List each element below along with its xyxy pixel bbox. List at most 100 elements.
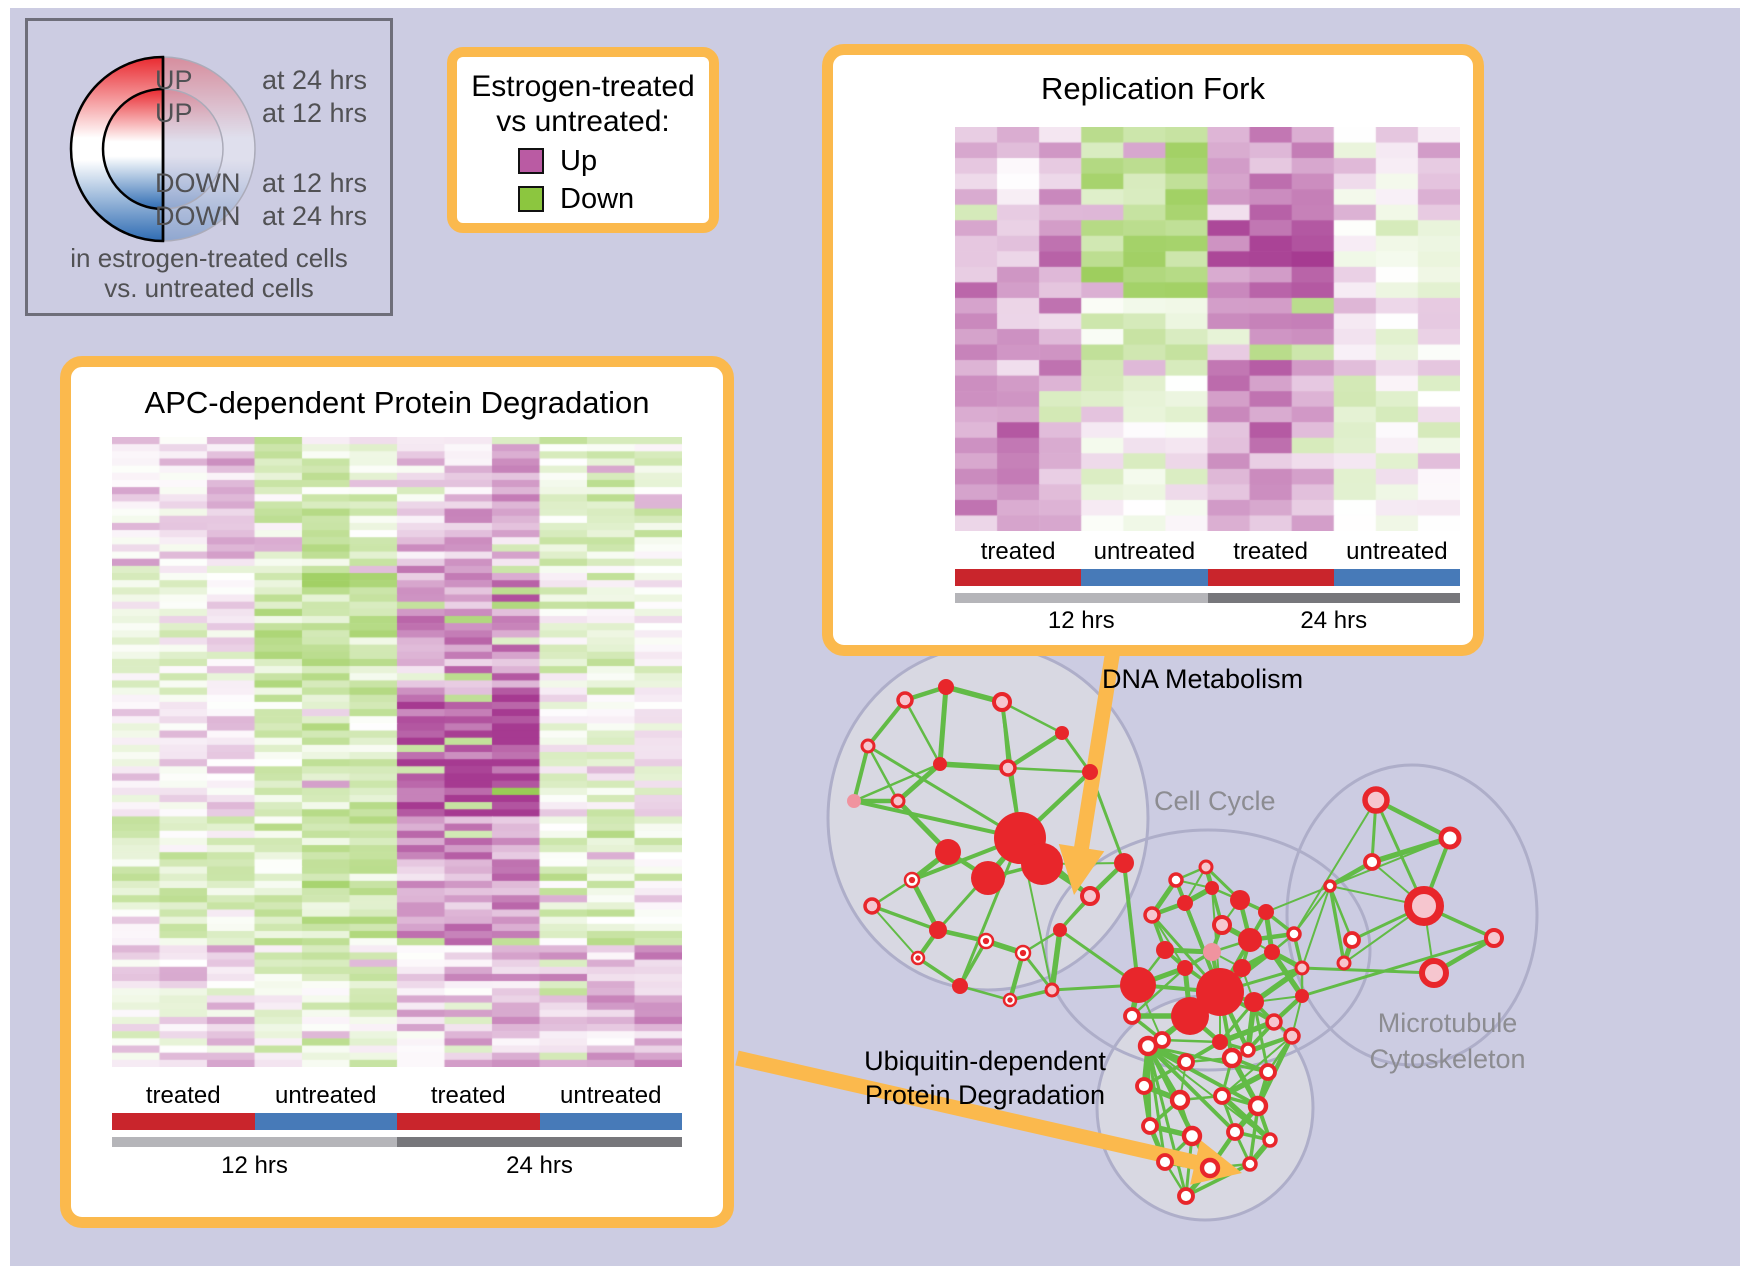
- gene-node-dot-core: [908, 876, 916, 884]
- rf-time-bar: [955, 593, 1460, 603]
- gene-node-ring: [1199, 1157, 1221, 1179]
- network-edge: [866, 698, 907, 748]
- gene-node-solid: [971, 861, 1005, 895]
- network-edge: [1265, 837, 1451, 913]
- apc-cond-untreated-2: untreated: [560, 1082, 662, 1109]
- gene-node-ring: [1262, 1132, 1278, 1148]
- gene-node-ring: [1323, 879, 1337, 893]
- gene-node-solid: [935, 839, 961, 865]
- gene-node-solid: [1295, 989, 1309, 1003]
- rf-time-labels: 12 hrs 24 hrs: [955, 607, 1460, 635]
- gene-node-solid: [1230, 890, 1250, 910]
- rf-cond-untreated-2: untreated: [1346, 538, 1448, 565]
- network-edge: [896, 762, 942, 803]
- rf-condition-labels: treated untreated treated untreated: [955, 538, 1460, 566]
- network-edge: [1328, 885, 1346, 964]
- gene-node-solid: [1244, 992, 1264, 1012]
- gene-node-ring-pink: [1080, 886, 1100, 906]
- gene-node-solid: [1021, 843, 1063, 885]
- microtubule-line1: Microtubule: [1377, 1008, 1518, 1038]
- network-edge: [1151, 914, 1186, 969]
- network-edge: [852, 745, 870, 802]
- gene-node-ring-pink: [1265, 1013, 1283, 1031]
- updown-legend-box: Estrogen-treated vs untreated: Up Down: [447, 47, 719, 233]
- network-edge: [959, 984, 1011, 1002]
- gene-node-solid: [938, 679, 954, 695]
- gene-node-ring: [1363, 853, 1381, 871]
- gene-node-solid: [1171, 997, 1209, 1035]
- connector-arrowhead-1: [1058, 843, 1105, 895]
- legend-row-down-24: DOWN at 24 hrs: [155, 201, 367, 231]
- rf-cond-untreated-1: untreated: [1093, 538, 1196, 565]
- replication-fork-title: Replication Fork: [1041, 71, 1265, 106]
- gene-node-dot-core: [982, 937, 990, 945]
- gene-node-solid: [1258, 904, 1274, 920]
- gene-node-ring: [1242, 1156, 1258, 1172]
- rf-condition-colorbar: [955, 569, 1460, 586]
- gene-node-ring-pink: [1143, 906, 1161, 924]
- gene-node-solid: [1156, 941, 1174, 959]
- gene-node-solid: [1238, 928, 1262, 952]
- gene-node-ring: [1240, 1042, 1256, 1058]
- connector-arrow-shaft-1: [1073, 648, 1121, 853]
- gene-node-ring: [1137, 1035, 1159, 1057]
- gene-node-ring: [1286, 926, 1302, 942]
- replication-fork-heatmap: [955, 127, 1460, 531]
- network-edge: [937, 686, 949, 765]
- network-edge: [1049, 929, 1063, 991]
- rf-cond-treated-2: treated: [1233, 538, 1308, 565]
- network-edge: [958, 837, 1022, 987]
- cluster-ellipse-mt: [1285, 763, 1539, 1067]
- apc-panel: APC-dependent Protein Degradation treate…: [60, 356, 734, 1228]
- gene-node-ring-pink: [1212, 915, 1232, 935]
- apc-time-bar: [112, 1137, 682, 1147]
- gene-node-ring: [1221, 1047, 1243, 1069]
- gene-node-ring-pink: [896, 691, 914, 709]
- network-edge: [1007, 766, 1091, 774]
- network-edge: [1146, 1045, 1167, 1163]
- gene-node-solid: [1053, 923, 1067, 937]
- ring-legend-box: UP at 24 hrs UP at 12 hrs DOWN at 12 hrs DO…: [25, 18, 393, 316]
- gene-node-ring: [1169, 1089, 1191, 1111]
- network-edge: [1161, 1038, 1221, 1044]
- network-edge: [871, 905, 919, 959]
- updown-legend-title-line1: Estrogen-treated: [471, 70, 695, 103]
- gene-node-ring: [1168, 872, 1184, 888]
- connector-arrow-shaft-2: [735, 1050, 1201, 1171]
- network-edge: [1301, 936, 1495, 998]
- network-edge: [1374, 797, 1452, 841]
- gene-node-ring: [1177, 1187, 1195, 1205]
- network-edge: [1252, 1001, 1270, 1073]
- network-edge: [1185, 1162, 1251, 1198]
- cluster-label-dna-metabolism: DNA Metabolism: [1102, 664, 1304, 694]
- network-edge: [1293, 799, 1377, 935]
- network-edge: [853, 762, 941, 803]
- cluster-label-microtubule-cytoskeleton: Microtubule Cytoskeleton: [1340, 1005, 1555, 1077]
- gene-node-ring: [1141, 1117, 1159, 1135]
- up-color-swatch: [518, 148, 544, 175]
- down-label: Down: [560, 182, 635, 215]
- gene-node-solid: [1120, 967, 1156, 1003]
- rf-time-24: 24 hrs: [1300, 607, 1368, 634]
- gene-node-ring: [1123, 1007, 1141, 1025]
- up-label: Up: [560, 144, 598, 177]
- gene-node-ring: [1135, 1077, 1153, 1095]
- gene-node-ring-pink: [1198, 859, 1214, 875]
- gene-node-ring-pink: [1484, 928, 1504, 948]
- network-edge: [1146, 1045, 1188, 1197]
- gene-node-ring: [1343, 931, 1361, 949]
- gene-node-pink: [1203, 943, 1221, 961]
- gene-node-solid: [1196, 968, 1244, 1016]
- network-edge: [1221, 1035, 1293, 1097]
- rf-time-12: 12 hrs: [1047, 607, 1115, 634]
- gene-node-dot-core: [1007, 997, 1013, 1003]
- apc-time-labels: 12 hrs 24 hrs: [112, 1152, 682, 1180]
- gene-node-solid: [1212, 1034, 1228, 1050]
- gene-node-ring-pink: [863, 897, 881, 915]
- network-edge: [853, 799, 1021, 840]
- cluster-label-ubiquitin-degradation: Ubiquitin-dependent Protein Degradation: [845, 1044, 1125, 1112]
- network-edge: [866, 745, 900, 802]
- gene-node-solid: [929, 921, 947, 939]
- gene-node-ring-pink: [860, 738, 876, 754]
- network-edge: [917, 956, 961, 988]
